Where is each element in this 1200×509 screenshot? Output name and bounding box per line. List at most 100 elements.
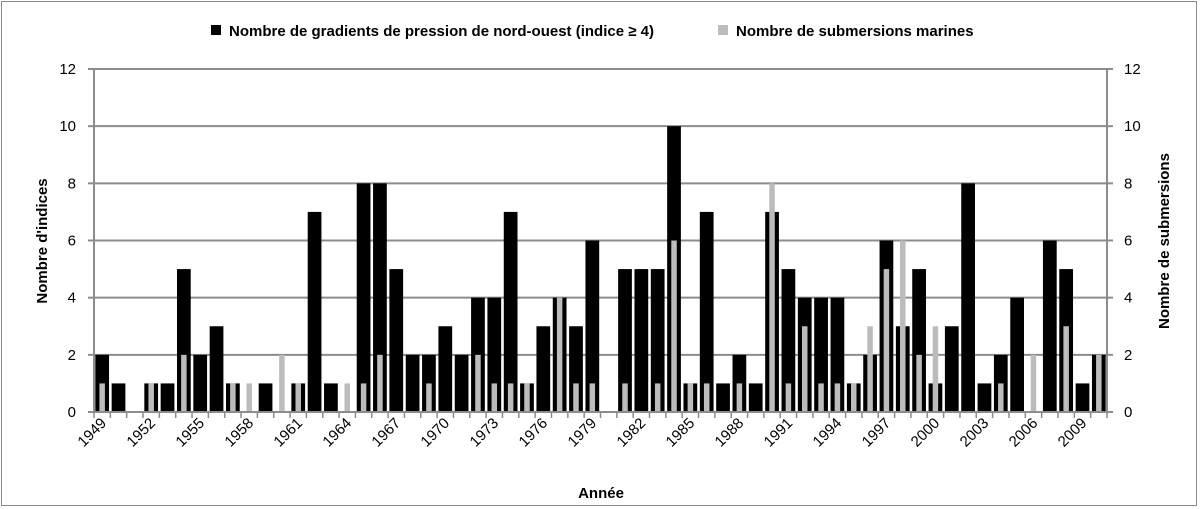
bar-submersions	[573, 383, 579, 412]
x-tick-label: 1949	[74, 415, 110, 451]
bar-gradients	[585, 240, 600, 412]
bar-submersions	[818, 383, 824, 412]
x-tick-label: 1985	[663, 415, 699, 451]
bar-submersions	[703, 383, 710, 412]
bar-gradients	[389, 269, 404, 412]
y-axis-left-title: Nombre d'indices	[34, 178, 51, 303]
legend-label-submersions: Nombre de submersions marines	[736, 23, 974, 40]
bar-gradients	[781, 269, 796, 412]
bar-submersions	[360, 383, 367, 412]
bar-gradients	[111, 383, 126, 412]
bar-gradients	[1042, 240, 1057, 412]
legend-swatch-submersions	[718, 25, 728, 35]
y-tick-label: 10	[59, 118, 76, 135]
bar-gradients	[438, 326, 453, 412]
x-tick-label: 1979	[565, 415, 601, 451]
y-tick-label-right: 12	[1124, 61, 1141, 78]
x-tick-label: 1964	[319, 415, 355, 451]
x-tick-label: 2003	[957, 415, 993, 451]
x-tick-label: 2009	[1055, 415, 1091, 451]
bar-submersions	[654, 383, 661, 412]
x-tick-label: 1988	[712, 415, 748, 451]
y-axis-left-labels: 0 2 4 6 8 10 12	[59, 61, 76, 421]
x-axis-labels: 1949 1952 1955 1958 1961 1964 1967 1970 1973 1976…	[74, 415, 1090, 451]
bar-gradients	[716, 383, 730, 412]
bar-gradients	[961, 183, 975, 412]
bar-submersions	[867, 326, 873, 412]
bar-submersions	[1063, 326, 1069, 412]
bar-gradients	[1075, 383, 1090, 412]
bar-submersions	[279, 354, 285, 412]
bar-submersions	[377, 354, 383, 412]
x-tick-label: 1997	[859, 415, 895, 451]
bar-submersions	[769, 183, 775, 412]
legend-swatch-gradients	[211, 25, 221, 35]
bar-gradients	[209, 326, 224, 412]
gridlines	[94, 68, 1107, 356]
bar-submersions	[344, 383, 350, 412]
y-tick-label-right: 10	[1124, 118, 1141, 135]
bar-submersions	[916, 354, 922, 412]
bar-submersions	[556, 297, 563, 412]
x-tick-label: 1991	[761, 415, 797, 451]
legend: Nombre de gradients de pression de nord-…	[211, 23, 974, 40]
bar-gradients	[814, 297, 828, 412]
bar-submersions	[426, 383, 432, 412]
bar-gradients	[258, 383, 273, 412]
x-tick-label: 2006	[1006, 415, 1042, 451]
bar-gradients	[977, 383, 992, 412]
y-tick-label-right: 8	[1124, 175, 1132, 192]
bar-submersions	[622, 383, 628, 412]
bar-gradients	[699, 211, 714, 412]
bar-gradients	[356, 183, 371, 412]
bar-submersions	[507, 383, 514, 412]
bar-gradients	[569, 326, 583, 412]
bar-gradients	[471, 297, 485, 412]
bar-submersions	[932, 326, 939, 412]
bar-submersions	[524, 383, 530, 412]
x-tick-label: 1952	[123, 415, 159, 451]
y-tick-label-right: 2	[1124, 347, 1132, 364]
bar-gradients	[454, 354, 469, 412]
x-tick-label: 1982	[614, 415, 650, 451]
bar-submersions	[1096, 354, 1102, 412]
bar-submersions	[246, 383, 252, 412]
x-tick-label: 1994	[810, 415, 846, 451]
bar-submersions	[785, 383, 792, 412]
bar-gradients	[324, 383, 338, 412]
bar-submersions	[181, 354, 187, 412]
bar-submersions	[900, 240, 906, 412]
bar-gradients	[912, 269, 926, 412]
y-tick-label: 6	[68, 233, 76, 250]
bar-gradients	[176, 269, 191, 412]
x-tick-label: 1970	[417, 415, 453, 451]
x-tick-label: 1976	[516, 415, 552, 451]
y-axis-right-labels: 0 2 4 6 8 10 12	[1124, 61, 1141, 421]
bar-submersions	[491, 383, 498, 412]
x-tick-label: 1955	[172, 415, 208, 451]
bar-gradients	[307, 211, 322, 412]
bar-gradients	[634, 269, 649, 412]
bar-gradients	[373, 183, 387, 412]
bar-submersions	[671, 240, 677, 412]
bar-submersions	[883, 269, 890, 412]
legend-label-gradients: Nombre de gradients de pression de nord-…	[229, 23, 654, 40]
bar-gradients	[830, 297, 845, 412]
bar-submersions	[687, 383, 694, 412]
axes	[88, 68, 1113, 418]
bar-submersions	[801, 326, 808, 412]
bar-submersions	[834, 383, 841, 412]
bar-gradients	[487, 297, 502, 412]
x-tick-label: 1961	[270, 415, 306, 451]
bar-submersions	[475, 354, 481, 412]
bar-gradients	[944, 326, 959, 412]
y-tick-label-right: 4	[1124, 290, 1132, 307]
bar-submersions	[1030, 354, 1037, 412]
bar-submersions	[998, 383, 1004, 412]
bar-gradients	[405, 354, 420, 412]
bar-gradients	[503, 211, 518, 412]
x-tick-label: 2000	[908, 415, 944, 451]
bars	[95, 126, 1106, 413]
bar-submersions	[851, 383, 857, 412]
